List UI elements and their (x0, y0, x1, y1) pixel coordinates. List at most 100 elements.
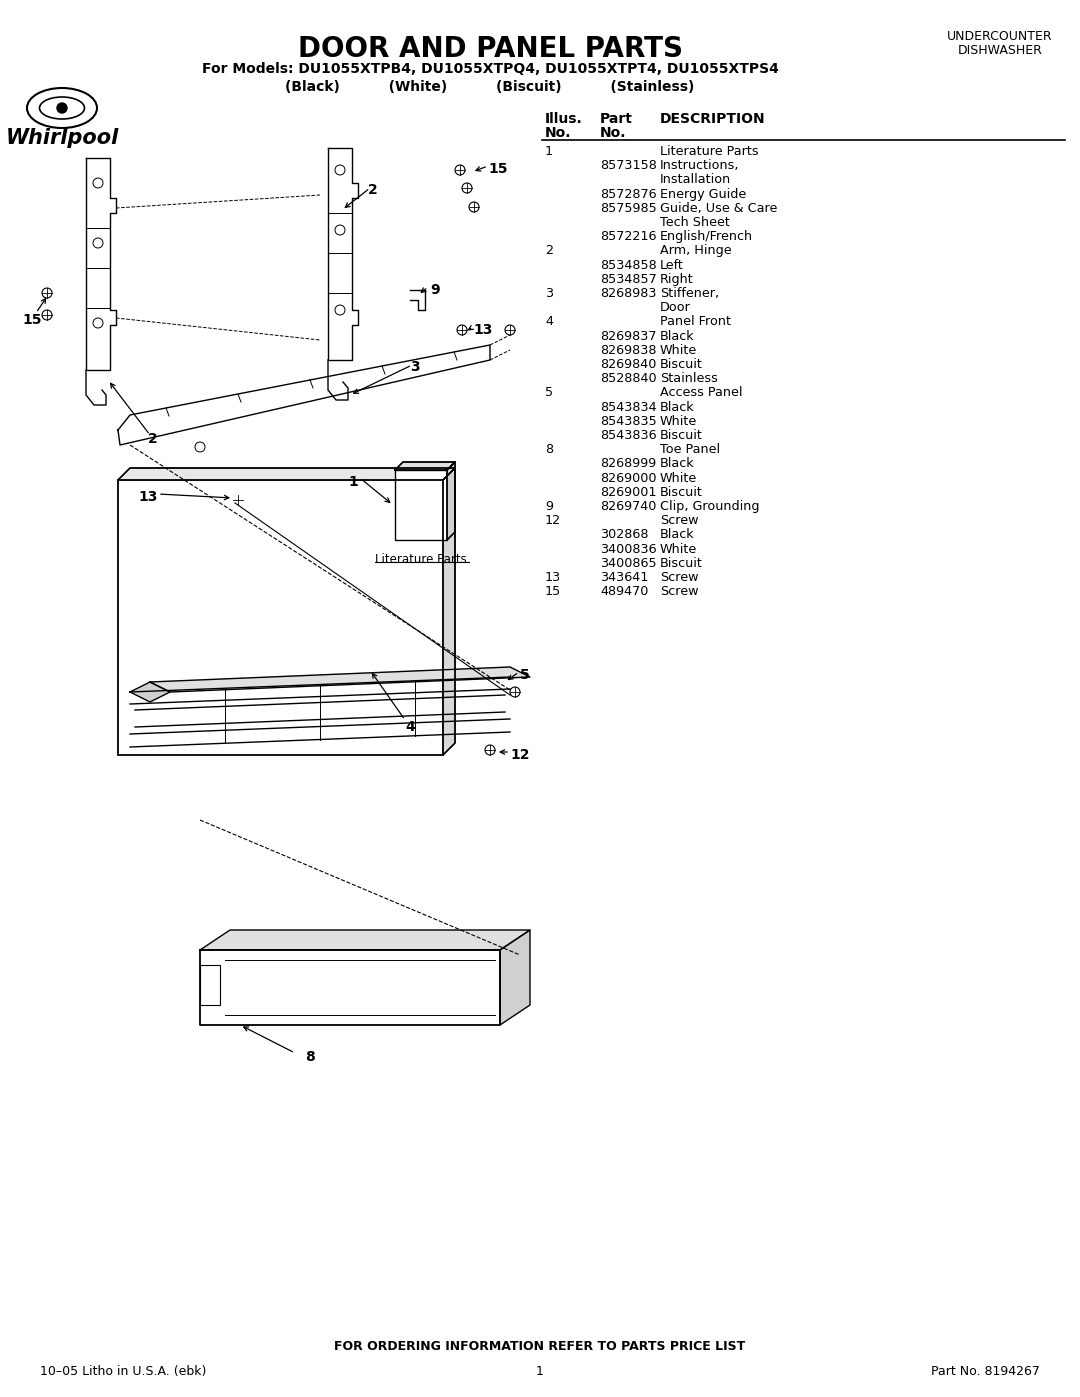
Text: Stainless: Stainless (660, 372, 718, 386)
Text: Access Panel: Access Panel (660, 387, 743, 400)
Bar (200, 965, 220, 1004)
Text: 1: 1 (348, 475, 357, 489)
Text: Arm, Hinge: Arm, Hinge (660, 244, 731, 257)
Text: 5: 5 (545, 387, 553, 400)
Text: 3: 3 (545, 286, 553, 300)
Polygon shape (200, 930, 530, 950)
Text: 8572876: 8572876 (600, 187, 657, 201)
Text: 4: 4 (545, 316, 553, 328)
Text: White: White (660, 542, 698, 556)
Text: 8269740: 8269740 (600, 500, 657, 513)
Text: FOR ORDERING INFORMATION REFER TO PARTS PRICE LIST: FOR ORDERING INFORMATION REFER TO PARTS … (335, 1340, 745, 1354)
Ellipse shape (27, 88, 97, 129)
Text: Black: Black (660, 401, 694, 414)
Text: Installation: Installation (660, 173, 731, 186)
Text: 8269000: 8269000 (600, 472, 657, 485)
Polygon shape (118, 468, 455, 481)
Text: 8534857: 8534857 (600, 272, 657, 286)
Text: 489470: 489470 (600, 585, 648, 598)
Text: 1: 1 (536, 1365, 544, 1377)
Text: Literature Parts: Literature Parts (375, 553, 467, 566)
Text: DOOR AND PANEL PARTS: DOOR AND PANEL PARTS (297, 35, 683, 63)
Text: 8269837: 8269837 (600, 330, 657, 342)
Text: Biscuit: Biscuit (660, 358, 703, 372)
Text: UNDERCOUNTER: UNDERCOUNTER (947, 29, 1053, 43)
Text: 12: 12 (545, 514, 562, 527)
Text: 8: 8 (306, 1051, 315, 1065)
Text: 8575985: 8575985 (600, 201, 657, 215)
Text: 13: 13 (545, 571, 562, 584)
Text: White: White (660, 344, 698, 356)
Polygon shape (447, 462, 455, 541)
Ellipse shape (40, 96, 84, 119)
Text: 8543836: 8543836 (600, 429, 657, 441)
Text: 8543834: 8543834 (600, 401, 657, 414)
Bar (118, 481, 443, 754)
Text: Right: Right (660, 272, 693, 286)
Text: 302868: 302868 (600, 528, 648, 542)
Text: For Models: DU1055XTPB4, DU1055XTPQ4, DU1055XTPT4, DU1055XTPS4: For Models: DU1055XTPB4, DU1055XTPQ4, DU… (202, 61, 779, 75)
Text: 9: 9 (545, 500, 553, 513)
Text: 10–05 Litho in U.S.A. (ebk): 10–05 Litho in U.S.A. (ebk) (40, 1365, 206, 1377)
Text: 8269840: 8269840 (600, 358, 657, 372)
Text: 2: 2 (545, 244, 553, 257)
Text: 8573158: 8573158 (600, 159, 657, 172)
Text: 8: 8 (545, 443, 553, 457)
Text: Screw: Screw (660, 571, 699, 584)
Polygon shape (500, 930, 530, 1025)
Text: 13: 13 (473, 323, 492, 337)
Text: 8534858: 8534858 (600, 258, 657, 271)
Text: No.: No. (545, 126, 571, 140)
Text: Illus.: Illus. (545, 112, 583, 126)
Text: Part: Part (600, 112, 633, 126)
Bar (395, 469, 447, 541)
Text: 3400865: 3400865 (600, 557, 657, 570)
Text: 8528840: 8528840 (600, 372, 657, 386)
Text: Toe Panel: Toe Panel (660, 443, 720, 457)
Text: Left: Left (660, 258, 684, 271)
Text: 9: 9 (430, 284, 440, 298)
Text: Whirlpool: Whirlpool (5, 129, 119, 148)
Text: 15: 15 (22, 313, 41, 327)
Text: Door: Door (660, 302, 691, 314)
Text: 13: 13 (138, 490, 158, 504)
Text: Biscuit: Biscuit (660, 557, 703, 570)
Text: 8572216: 8572216 (600, 231, 657, 243)
Text: 8543835: 8543835 (600, 415, 657, 427)
Text: Guide, Use & Care: Guide, Use & Care (660, 201, 778, 215)
Text: 3: 3 (410, 360, 420, 374)
Text: DESCRIPTION: DESCRIPTION (660, 112, 766, 126)
Text: 8268983: 8268983 (600, 286, 657, 300)
Circle shape (57, 103, 67, 113)
Text: 2: 2 (368, 183, 378, 197)
Polygon shape (395, 462, 455, 469)
Text: Literature Parts: Literature Parts (660, 145, 758, 158)
Text: Screw: Screw (660, 585, 699, 598)
Text: 15: 15 (545, 585, 562, 598)
Text: 2: 2 (148, 432, 158, 446)
Text: Panel Front: Panel Front (660, 316, 731, 328)
Text: Biscuit: Biscuit (660, 429, 703, 441)
Polygon shape (130, 682, 170, 703)
Text: 8269001: 8269001 (600, 486, 657, 499)
Text: Screw: Screw (660, 514, 699, 527)
Text: 12: 12 (510, 747, 529, 761)
Polygon shape (443, 468, 455, 754)
Text: White: White (660, 415, 698, 427)
Text: 4: 4 (405, 719, 415, 733)
Text: Tech Sheet: Tech Sheet (660, 217, 730, 229)
Text: Clip, Grounding: Clip, Grounding (660, 500, 759, 513)
Text: Black: Black (660, 330, 694, 342)
Polygon shape (150, 666, 530, 692)
Text: (Black)          (White)          (Biscuit)          (Stainless): (Black) (White) (Biscuit) (Stainless) (285, 80, 694, 94)
Text: 343641: 343641 (600, 571, 648, 584)
Text: Black: Black (660, 457, 694, 471)
Text: White: White (660, 472, 698, 485)
Text: English/French: English/French (660, 231, 753, 243)
Text: 8268999: 8268999 (600, 457, 657, 471)
Text: 15: 15 (488, 162, 508, 176)
Text: Energy Guide: Energy Guide (660, 187, 746, 201)
Text: Stiffener,: Stiffener, (660, 286, 719, 300)
Text: Black: Black (660, 528, 694, 542)
Text: Biscuit: Biscuit (660, 486, 703, 499)
